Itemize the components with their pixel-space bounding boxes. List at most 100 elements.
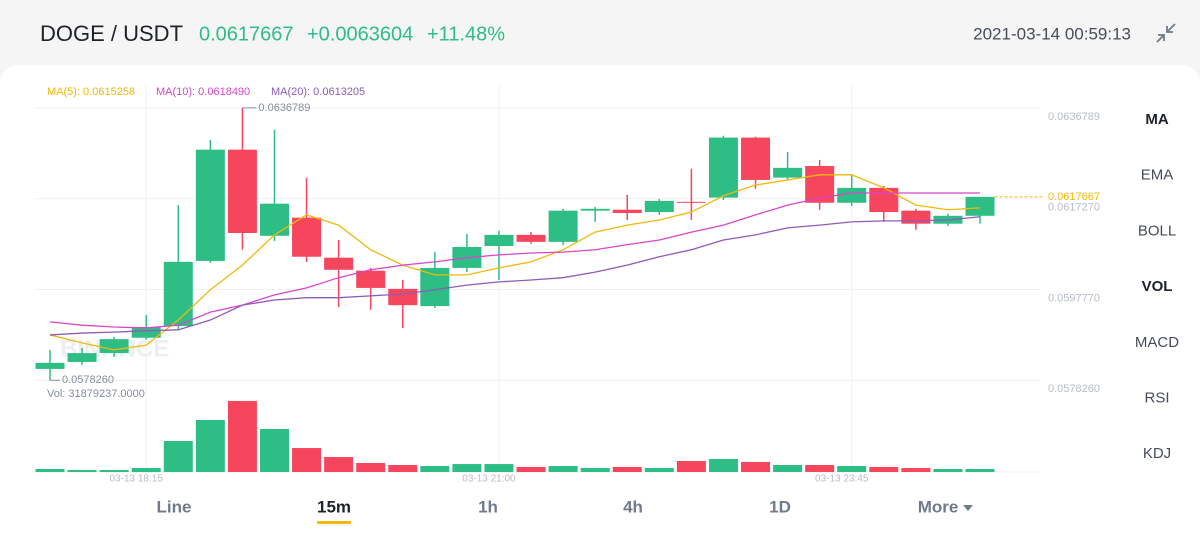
volume-bar [35, 468, 65, 472]
expand-arrow [1166, 23, 1176, 33]
candle-body [676, 201, 706, 203]
volume-bar [484, 464, 514, 472]
more-caret [963, 505, 973, 511]
chart-card [0, 65, 1200, 540]
interval-tab[interactable]: 1h [478, 497, 498, 516]
volume-bar [195, 419, 225, 472]
volume-bar [676, 461, 706, 472]
y-tick-label: 0.0636789 [1048, 111, 1100, 123]
candle-body [805, 165, 835, 203]
volume-bar [99, 470, 129, 472]
candle-body [35, 362, 65, 369]
candle-body [741, 137, 771, 180]
volume-bar [324, 457, 354, 472]
candle-body [773, 167, 803, 178]
indicator-button[interactable]: MA [1145, 111, 1168, 128]
volume-bar [933, 468, 963, 472]
volume-bar [612, 466, 642, 472]
candle-body [131, 327, 161, 338]
high-label: 0.0636789 [258, 102, 310, 114]
ma-line [49, 216, 981, 336]
candle-body [516, 234, 546, 242]
candle-body [195, 149, 225, 261]
indicator-button[interactable]: MACD [1135, 334, 1179, 351]
volume-bar [452, 464, 482, 472]
pair-name: DOGE / USDT [40, 21, 183, 46]
volume-bar [773, 464, 803, 472]
indicator-button[interactable]: EMA [1141, 167, 1174, 184]
volume-bar [67, 470, 97, 472]
x-tick-label: 03-13 21:00 [462, 474, 516, 485]
volume-bar [227, 400, 257, 472]
candle-body [901, 210, 931, 224]
indicator-button[interactable]: VOL [1142, 278, 1173, 295]
indicator-button[interactable]: RSI [1144, 389, 1169, 406]
interval-tab[interactable]: 4h [623, 497, 643, 516]
ma-line [49, 192, 980, 329]
candle-body [965, 196, 995, 216]
volume-bar [901, 468, 931, 472]
expand-arrow [1156, 34, 1165, 43]
volume-bar [131, 468, 161, 472]
volume-bar [163, 441, 193, 472]
candle-body [292, 217, 322, 257]
legend-entry: MA(5): 0.0615258 [47, 86, 135, 98]
volume-bar [259, 428, 289, 472]
volume-bar [420, 466, 450, 472]
volume-bar [869, 466, 899, 472]
expand-button[interactable] [1156, 23, 1176, 43]
candle-body [644, 200, 674, 213]
candle-body [356, 270, 386, 288]
volume-bar [805, 464, 835, 472]
datetime: 2021-03-14 00:59:13 [973, 24, 1131, 43]
indicator-button[interactable]: KDJ [1143, 445, 1171, 462]
current-price-label: 0.0617667 [1048, 191, 1100, 203]
candle-body [163, 261, 193, 327]
interval-tab[interactable]: 15m [317, 497, 351, 516]
volume-bar [292, 448, 322, 472]
volume-bar [516, 466, 546, 472]
candle-body [259, 203, 289, 236]
interval-tab[interactable]: Line [157, 497, 192, 516]
x-tick-label: 03-13 23:45 [815, 474, 869, 485]
volume-bar [356, 463, 386, 472]
candle-body [67, 353, 97, 362]
y-tick-label: 0.0597770 [1048, 292, 1100, 304]
volume-bar [644, 468, 674, 472]
volume-label: Vol: 31879237.0000 [47, 388, 145, 400]
volume-bar [580, 468, 610, 472]
candle-body [227, 149, 257, 234]
active-tab-underline [317, 521, 351, 524]
price-change-percent: +11.48% [427, 23, 505, 45]
candle-body [484, 234, 514, 247]
volume-bar [388, 464, 418, 472]
low-label: 0.0578260 [62, 374, 114, 386]
price-change: +0.0063604 [307, 23, 413, 45]
volume-bar [741, 461, 771, 472]
candle-body [708, 137, 738, 198]
y-tick-label: 0.0578260 [1048, 383, 1100, 395]
candle-body [837, 187, 867, 203]
last-price: 0.0617667 [199, 23, 294, 45]
interval-tab[interactable]: 1D [769, 497, 791, 516]
candle-body [580, 208, 610, 211]
legend-entry: MA(20): 0.0613205 [271, 86, 365, 98]
candle-body [548, 210, 578, 242]
volume-bar [708, 459, 738, 472]
candle-body [612, 209, 642, 213]
interval-tab[interactable]: More [918, 497, 959, 516]
y-tick-label: 0.0617270 [1048, 202, 1100, 214]
candle-body [324, 257, 354, 270]
x-tick-label: 03-13 18:15 [110, 474, 164, 485]
candle-body [99, 339, 129, 354]
candle-body [869, 187, 899, 213]
volume-bar [965, 468, 995, 472]
indicator-button[interactable]: BOLL [1138, 222, 1176, 239]
ma-line [49, 174, 981, 351]
volume-bar [837, 466, 867, 472]
volume-bar [548, 466, 578, 472]
candle-body [420, 267, 450, 307]
